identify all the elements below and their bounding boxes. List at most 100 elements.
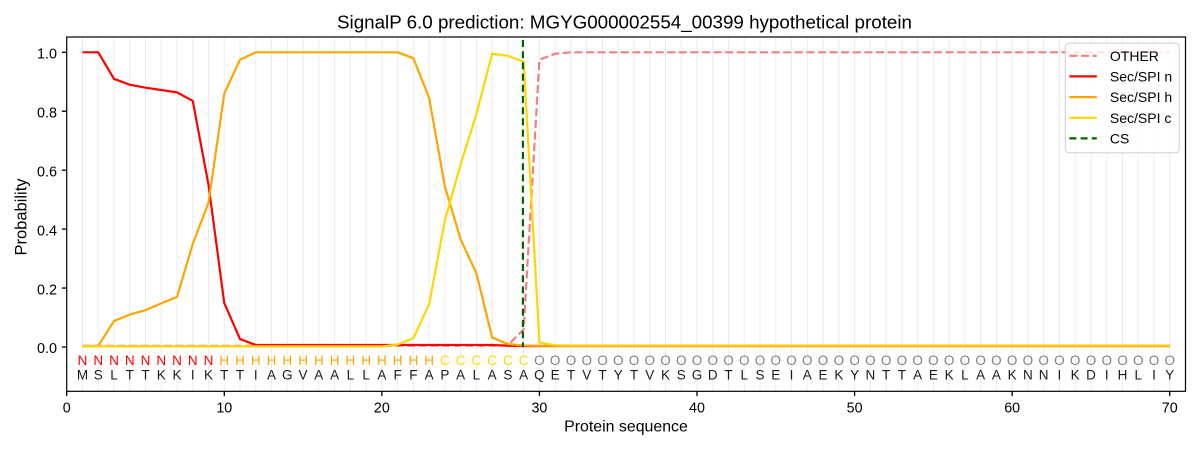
svg-text:G: G [282,367,293,382]
svg-text:Y: Y [850,367,859,382]
svg-text:S: S [677,367,686,382]
svg-text:E: E [551,367,560,382]
svg-text:Y: Y [614,367,623,382]
svg-text:T: T [630,367,638,382]
svg-text:N: N [1023,367,1033,382]
svg-text:K: K [204,367,213,382]
svg-text:E: E [819,367,828,382]
svg-text:O: O [881,353,892,368]
svg-text:K: K [172,367,181,382]
svg-text:L: L [1134,367,1142,382]
svg-text:O: O [613,353,624,368]
svg-text:E: E [771,367,780,382]
svg-text:O: O [912,353,923,368]
svg-text:I: I [191,367,195,382]
svg-text:Protein sequence: Protein sequence [564,419,688,436]
svg-text:L: L [961,367,969,382]
svg-text:O: O [802,353,813,368]
svg-text:0.8: 0.8 [37,105,57,121]
svg-text:N: N [204,353,214,368]
svg-text:N: N [865,367,875,382]
svg-text:50: 50 [847,401,863,417]
svg-text:A: A [976,367,985,382]
svg-text:N: N [188,353,198,368]
svg-text:O: O [1070,353,1081,368]
svg-text:Y: Y [1165,367,1174,382]
svg-text:Sec/SPI c: Sec/SPI c [1110,110,1171,126]
svg-text:C: C [472,353,482,368]
svg-text:P: P [440,367,449,382]
svg-text:N: N [172,353,182,368]
svg-text:O: O [818,353,829,368]
svg-text:T: T [882,367,890,382]
svg-text:L: L [473,367,481,382]
svg-text:Q: Q [534,367,545,382]
svg-text:A: A [267,367,276,382]
svg-text:L: L [362,367,370,382]
svg-text:H: H [1118,367,1128,382]
svg-text:O: O [786,353,797,368]
svg-text:F: F [393,367,401,382]
svg-text:O: O [1023,353,1034,368]
svg-text:T: T [724,367,732,382]
svg-text:N: N [1039,367,1049,382]
svg-text:A: A [488,367,497,382]
svg-text:O: O [1038,353,1049,368]
svg-text:1.0: 1.0 [37,47,57,63]
svg-text:O: O [928,353,939,368]
svg-text:CS: CS [1110,130,1129,146]
svg-text:N: N [93,353,103,368]
svg-text:T: T [220,367,228,382]
svg-text:O: O [1086,353,1097,368]
svg-text:S: S [503,367,512,382]
svg-text:N: N [156,353,166,368]
svg-text:V: V [582,367,591,382]
svg-text:20: 20 [374,401,390,417]
svg-text:H: H [251,353,261,368]
svg-text:A: A [803,367,812,382]
svg-text:A: A [377,367,386,382]
svg-text:H: H [219,353,229,368]
svg-text:A: A [992,367,1001,382]
svg-text:T: T [898,367,906,382]
svg-text:O: O [644,353,655,368]
svg-text:O: O [960,353,971,368]
svg-text:C: C [440,353,450,368]
svg-text:O: O [771,353,782,368]
svg-text:I: I [254,367,258,382]
svg-text:O: O [1149,353,1160,368]
svg-text:O: O [692,353,703,368]
svg-text:O: O [1054,353,1065,368]
svg-text:H: H [314,353,324,368]
svg-text:O: O [660,353,671,368]
svg-text:C: C [503,353,513,368]
svg-text:40: 40 [689,401,705,417]
svg-text:O: O [534,353,545,368]
svg-text:Sec/SPI h: Sec/SPI h [1110,89,1172,105]
svg-text:O: O [1007,353,1018,368]
svg-text:K: K [945,367,954,382]
svg-text:O: O [1164,353,1175,368]
svg-text:E: E [929,367,938,382]
svg-text:60: 60 [1004,401,1020,417]
svg-text:O: O [1101,353,1112,368]
svg-text:S: S [756,367,765,382]
svg-text:0: 0 [63,401,71,417]
svg-text:O: O [865,353,876,368]
svg-text:L: L [741,367,749,382]
svg-text:H: H [361,353,371,368]
svg-text:T: T [141,367,149,382]
svg-text:0.2: 0.2 [37,282,57,298]
svg-text:Probability: Probability [13,178,31,256]
svg-text:T: T [567,367,575,382]
svg-text:M: M [77,367,88,382]
svg-text:A: A [519,367,528,382]
svg-text:A: A [456,367,465,382]
svg-text:H: H [408,353,418,368]
svg-text:H: H [424,353,434,368]
svg-text:H: H [377,353,387,368]
svg-text:I: I [1058,367,1062,382]
svg-text:D: D [708,367,718,382]
svg-text:V: V [299,367,308,382]
svg-text:G: G [692,367,703,382]
